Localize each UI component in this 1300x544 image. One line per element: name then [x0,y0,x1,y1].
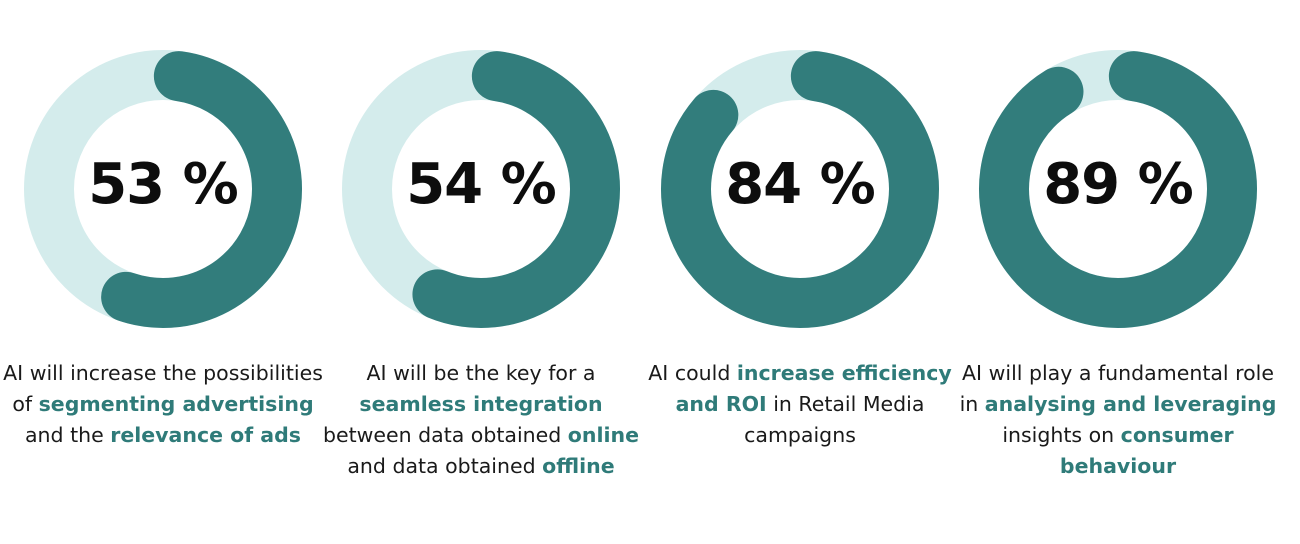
caption-highlight: consumer behaviour [1059,423,1234,478]
caption-text: between data obtained [322,423,568,447]
stat-caption: AI could increase efficiency and ROI in … [640,358,960,451]
caption-highlight: online [567,423,640,447]
caption-text: and the [24,423,111,447]
caption-text: and data obtained [347,454,543,478]
stat-caption: AI will increase the possibilities of se… [3,358,323,451]
caption-highlight: segmenting advertising [38,392,314,416]
caption-text: insights on [1002,423,1121,447]
donut-value-arc [979,50,1257,328]
caption-text: AI will be the key for a [366,361,596,385]
caption-highlight: seamless integration [359,392,603,416]
donut-value-arc [661,50,939,328]
stat-card: 54 % AI will be the key for a seamless in… [321,0,641,544]
donut-chart [661,50,939,328]
caption-highlight: increase efficiency and ROI [675,361,952,416]
caption-text: AI could [648,361,737,385]
donut-chart [342,50,620,328]
percentage-label: 54 % [406,152,557,217]
caption-highlight: offline [542,454,615,478]
donut-chart [979,50,1257,328]
donut-value-arc [342,50,620,328]
caption-highlight: relevance of ads [110,423,302,447]
stat-caption: AI will be the key for a seamless integr… [321,358,641,482]
caption-text: AI will increase the possibilities of [3,361,323,416]
stat-caption: AI will play a fundamental role in analy… [958,358,1278,482]
percentage-label: 89 % [1043,152,1194,217]
donut-value-arc [24,50,302,328]
percentage-label: 53 % [88,152,239,217]
caption-text: AI will play a fundamental role in [959,361,1274,416]
stat-card: 89 % AI will play a fundamental role in a… [958,0,1278,544]
stat-card: 53 % AI will increase the possibilities o… [3,0,323,544]
caption-text: in Retail Media campaigns [744,392,925,447]
caption-highlight: analysing and leveraging [984,392,1277,416]
percentage-label: 84 % [725,152,876,217]
donut-chart [24,50,302,328]
stat-card: 84 % AI could increase efficiency and ROI… [640,0,960,544]
